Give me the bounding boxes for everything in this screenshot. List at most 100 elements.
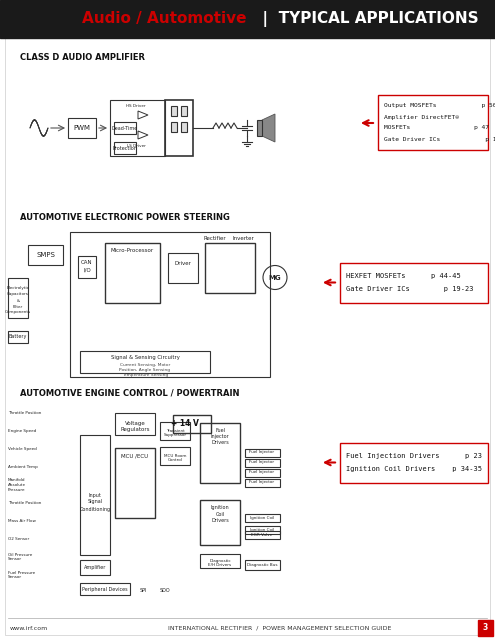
Text: Conditioning: Conditioning xyxy=(79,506,110,511)
Text: Filter: Filter xyxy=(13,305,23,308)
Bar xyxy=(160,447,190,465)
Text: O2 Sensor: O2 Sensor xyxy=(8,537,29,541)
Bar xyxy=(68,118,96,138)
Text: Current Sensing, Motor: Current Sensing, Motor xyxy=(120,363,170,367)
Text: Engine Speed: Engine Speed xyxy=(8,429,36,433)
Bar xyxy=(114,142,136,154)
Bar xyxy=(80,560,110,575)
Bar xyxy=(80,435,110,555)
Text: &: & xyxy=(16,298,20,303)
Text: Drivers: Drivers xyxy=(211,440,229,445)
Polygon shape xyxy=(262,114,275,142)
Text: MCU /ECU: MCU /ECU xyxy=(121,453,148,458)
Text: Coil: Coil xyxy=(215,511,225,516)
Bar xyxy=(165,100,193,156)
Text: Fuel Injector: Fuel Injector xyxy=(249,451,275,454)
Text: Audio / Automotive: Audio / Automotive xyxy=(83,12,247,26)
Bar xyxy=(114,122,136,134)
Text: MOSFETs                 p 47: MOSFETs p 47 xyxy=(384,125,489,131)
Bar xyxy=(340,442,488,483)
Text: Vehicle Speed: Vehicle Speed xyxy=(8,447,37,451)
Text: SPI: SPI xyxy=(139,588,147,593)
Text: Ambient Temp: Ambient Temp xyxy=(8,465,38,469)
Bar xyxy=(200,422,240,483)
Text: AUTOMOTIVE ELECTRONIC POWER STEERING: AUTOMOTIVE ELECTRONIC POWER STEERING xyxy=(20,214,230,223)
Text: HS Driver: HS Driver xyxy=(126,104,146,108)
Bar xyxy=(173,415,211,433)
Text: Fuel Injection Drivers      p 23: Fuel Injection Drivers p 23 xyxy=(346,453,482,459)
Text: Amplifier DirectFET®: Amplifier DirectFET® xyxy=(384,115,459,120)
Text: Peripheral Devices: Peripheral Devices xyxy=(82,586,128,591)
Text: Manifold
Absolute
Pressure: Manifold Absolute Pressure xyxy=(8,479,26,492)
Bar xyxy=(78,255,96,278)
Text: Mass Air Flow: Mass Air Flow xyxy=(8,519,36,523)
Text: Diagnostic: Diagnostic xyxy=(209,559,231,563)
Text: Ignition Coil Drivers    p 34-35: Ignition Coil Drivers p 34-35 xyxy=(346,466,482,472)
Text: AUTOMOTIVE ENGINE CONTROL / POWERTRAIN: AUTOMOTIVE ENGINE CONTROL / POWERTRAIN xyxy=(20,388,240,397)
Text: |  TYPICAL APPLICATIONS: | TYPICAL APPLICATIONS xyxy=(252,11,479,27)
Bar xyxy=(110,100,165,156)
Bar xyxy=(160,422,190,440)
Text: Ignition: Ignition xyxy=(211,506,229,511)
Text: Electrolytic: Electrolytic xyxy=(6,285,29,289)
Bar xyxy=(245,458,280,467)
Text: Inverter: Inverter xyxy=(232,236,254,241)
Text: Dead-Time: Dead-Time xyxy=(112,125,138,131)
Bar xyxy=(245,514,280,522)
Text: Components: Components xyxy=(5,310,31,314)
Text: Output MOSFETs            p 50: Output MOSFETs p 50 xyxy=(384,104,495,109)
Text: Driver: Driver xyxy=(175,261,192,266)
Text: Voltage: Voltage xyxy=(125,422,146,426)
Text: Fuel Injector: Fuel Injector xyxy=(249,461,275,465)
Bar xyxy=(245,468,280,477)
Text: Temperature Sensing: Temperature Sensing xyxy=(122,373,168,377)
Bar xyxy=(340,262,488,303)
Text: Input: Input xyxy=(89,493,101,497)
Text: www.irf.com: www.irf.com xyxy=(10,625,48,630)
Text: Rectifier: Rectifier xyxy=(203,236,226,241)
Text: Protection: Protection xyxy=(112,145,138,150)
Text: HEXFET MOSFETs      p 44-45: HEXFET MOSFETs p 44-45 xyxy=(346,273,461,279)
Bar xyxy=(478,620,493,636)
Text: Capacitors: Capacitors xyxy=(7,292,29,296)
Text: Oil Pressure
Sensor: Oil Pressure Sensor xyxy=(8,553,32,561)
Text: Position, Angle Sensing: Position, Angle Sensing xyxy=(119,368,171,372)
Bar xyxy=(80,351,210,373)
Bar xyxy=(105,243,160,303)
Text: I/O: I/O xyxy=(83,267,91,272)
Text: CAN: CAN xyxy=(81,260,93,265)
Bar xyxy=(171,106,177,116)
Bar xyxy=(168,253,198,282)
Text: Gate Driver ICs        p 19-23: Gate Driver ICs p 19-23 xyxy=(346,286,474,292)
Text: Fuel: Fuel xyxy=(215,428,225,433)
Text: Gate Driver ICs            p 16: Gate Driver ICs p 16 xyxy=(384,136,495,141)
Text: E/H Drivers: E/H Drivers xyxy=(208,563,232,567)
Text: Signal: Signal xyxy=(88,499,102,504)
Bar xyxy=(181,122,187,132)
Text: Suppressor: Suppressor xyxy=(163,433,187,437)
Text: Fuel Injector: Fuel Injector xyxy=(249,481,275,484)
Text: Throttle Position: Throttle Position xyxy=(8,501,42,505)
Bar xyxy=(8,278,28,317)
Bar xyxy=(245,449,280,456)
Bar xyxy=(245,531,280,539)
Text: Transient: Transient xyxy=(166,429,184,433)
Text: MCU Room: MCU Room xyxy=(164,454,186,458)
Bar xyxy=(245,526,280,534)
Text: Ignition Coil: Ignition Coil xyxy=(250,516,274,520)
Bar xyxy=(80,583,130,595)
Text: + 14 V: + 14 V xyxy=(171,419,199,428)
Text: Drivers: Drivers xyxy=(211,518,229,522)
Text: CLASS D AUDIO AMPLIFIER: CLASS D AUDIO AMPLIFIER xyxy=(20,54,145,63)
Bar xyxy=(171,122,177,132)
Text: Control: Control xyxy=(168,458,183,462)
Bar xyxy=(200,554,240,568)
Text: Ignition Coil: Ignition Coil xyxy=(250,528,274,532)
Bar xyxy=(200,500,240,545)
Bar xyxy=(70,232,270,377)
Bar xyxy=(205,243,255,292)
Text: Throttle Position: Throttle Position xyxy=(8,411,42,415)
Bar xyxy=(28,245,63,265)
Bar xyxy=(8,330,28,342)
Text: Injector: Injector xyxy=(211,434,229,439)
